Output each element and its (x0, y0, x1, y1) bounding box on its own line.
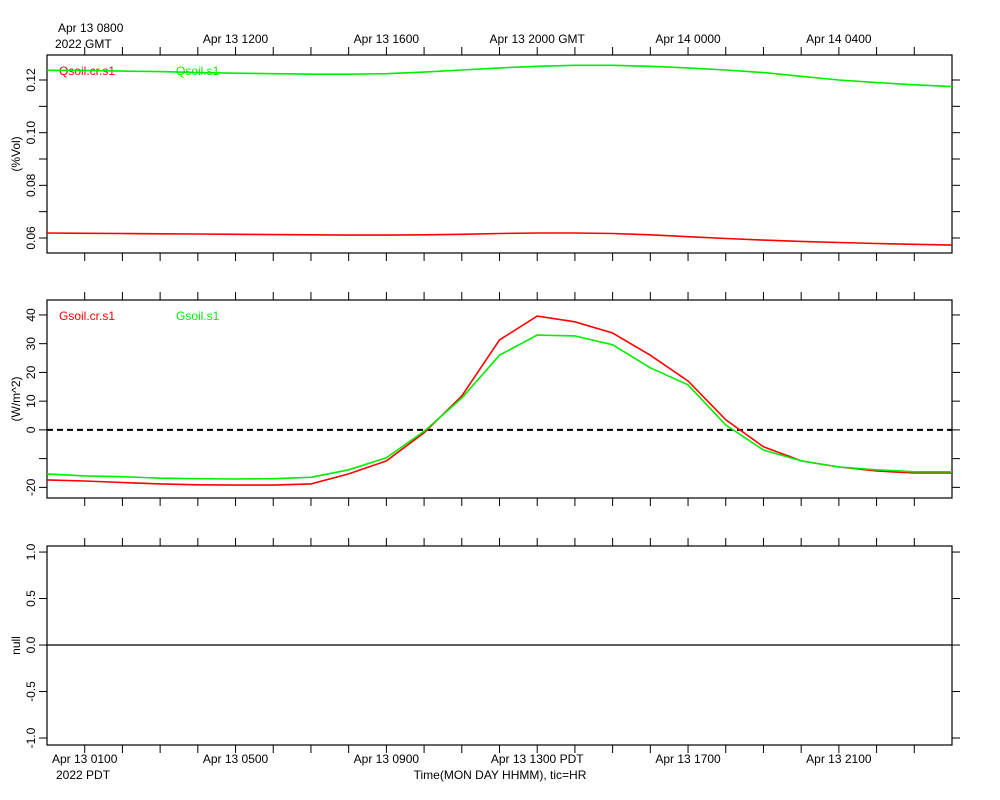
plot-frame (46, 54, 953, 254)
y-tick-label: 0.0 (24, 636, 38, 653)
x-axis-label: Time(MON DAY HHMM), tic=HR (414, 768, 587, 782)
x-year: 2022 PDT (56, 768, 111, 782)
y-tick-label: -20 (24, 478, 38, 496)
legend-label: Qsoil.s1 (176, 64, 220, 78)
x2-tick-label: Apr 13 0800 (58, 21, 124, 35)
y-tick-label: 0 (24, 426, 38, 433)
x-tick-label: Apr 13 0100 (52, 752, 118, 766)
y-tick-label: 20 (24, 365, 38, 379)
x2-year: 2022 GMT (55, 37, 112, 51)
x2-tick-label: Apr 13 1200 (203, 32, 269, 46)
y-tick-label: -0.5 (24, 681, 38, 702)
series-line (46, 64, 953, 88)
y-tick-label: 40 (24, 308, 38, 322)
y-tick-label: -1.0 (24, 727, 38, 748)
y-axis-label: (W/m^2) (9, 377, 23, 422)
y-tick-label: 0.5 (24, 590, 38, 607)
y-axis-label: (%Vol) (9, 136, 23, 171)
x-tick-label: Apr 13 1300 PDT (491, 752, 584, 766)
y-tick-label: 1.0 (24, 543, 38, 560)
plot-frame (46, 299, 953, 499)
x2-tick-label: Apr 14 0400 (806, 32, 872, 46)
x-tick-label: Apr 13 1700 (655, 752, 721, 766)
y-tick-label: 0.10 (24, 121, 38, 145)
x-tick-label: Apr 13 0900 (354, 752, 420, 766)
x2-tick-label: Apr 13 2000 GMT (490, 32, 586, 46)
y-tick-label: 0.06 (24, 226, 38, 250)
legend-label: Gsoil.s1 (176, 309, 220, 323)
series-line (46, 315, 952, 486)
x-tick-label: Apr 13 0500 (203, 752, 269, 766)
y-tick-label: 10 (24, 394, 38, 408)
y-tick-label: 0.12 (24, 68, 38, 92)
series-line (46, 232, 953, 246)
x2-tick-label: Apr 14 0000 (655, 32, 721, 46)
series-line (46, 334, 952, 480)
legend-label: Gsoil.cr.s1 (59, 309, 115, 323)
x-tick-label: Apr 13 2100 (806, 752, 872, 766)
y-tick-label: 0.08 (24, 173, 38, 197)
y-axis-label: null (9, 636, 23, 655)
x2-tick-label: Apr 13 1600 (354, 32, 420, 46)
y-tick-label: 30 (24, 337, 38, 351)
